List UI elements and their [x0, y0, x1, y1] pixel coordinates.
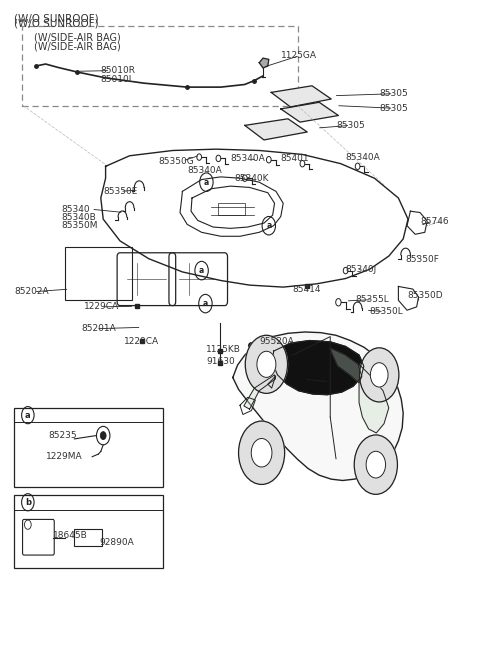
Circle shape — [245, 335, 288, 393]
Text: 85350F: 85350F — [406, 255, 440, 264]
Polygon shape — [273, 341, 364, 395]
Text: 85355L: 85355L — [355, 295, 389, 304]
Polygon shape — [281, 102, 338, 122]
Text: 85350M: 85350M — [61, 221, 98, 230]
Text: 85340A: 85340A — [187, 166, 222, 175]
Text: 1125GA: 1125GA — [281, 51, 317, 60]
Text: 85305: 85305 — [379, 89, 408, 98]
Bar — [65, 248, 132, 300]
Circle shape — [354, 435, 397, 494]
Text: a: a — [266, 221, 271, 230]
Polygon shape — [330, 348, 362, 383]
Text: a: a — [199, 266, 204, 275]
Polygon shape — [268, 376, 276, 388]
Circle shape — [360, 348, 399, 402]
Text: 85305: 85305 — [379, 104, 408, 113]
Polygon shape — [233, 332, 403, 480]
Circle shape — [257, 351, 276, 378]
Text: 18645B: 18645B — [53, 531, 87, 541]
Text: 85305: 85305 — [336, 121, 365, 130]
Text: b: b — [25, 498, 31, 507]
Text: 85340A: 85340A — [346, 152, 380, 162]
Text: 1229CA: 1229CA — [124, 337, 159, 346]
Text: (W/SIDE-AIR BAG): (W/SIDE-AIR BAG) — [34, 33, 120, 43]
Text: 91630: 91630 — [206, 357, 235, 366]
Circle shape — [366, 451, 385, 478]
Polygon shape — [244, 375, 276, 409]
Text: (W/SIDE-AIR BAG): (W/SIDE-AIR BAG) — [34, 41, 120, 51]
Text: 85401: 85401 — [281, 154, 310, 163]
Text: 85350G: 85350G — [158, 156, 194, 166]
Polygon shape — [271, 86, 331, 107]
Circle shape — [251, 438, 272, 467]
Text: 85340B: 85340B — [61, 213, 96, 222]
Text: 85350L: 85350L — [370, 307, 403, 316]
Text: 85340K: 85340K — [234, 174, 269, 183]
Text: 85350D: 85350D — [407, 291, 443, 300]
Bar — [14, 495, 163, 568]
Circle shape — [239, 421, 285, 484]
Text: 85010L: 85010L — [101, 75, 134, 84]
Text: 85340J: 85340J — [346, 265, 377, 274]
Text: 85010R: 85010R — [101, 66, 136, 75]
Bar — [218, 203, 245, 215]
Bar — [14, 408, 163, 487]
Text: (W/O SUNROOF): (W/O SUNROOF) — [14, 13, 99, 24]
Text: a: a — [203, 299, 208, 308]
Text: 85340: 85340 — [61, 205, 90, 214]
Text: 85350E: 85350E — [103, 187, 138, 196]
Text: a: a — [204, 178, 209, 187]
Text: 85746: 85746 — [420, 216, 449, 226]
Text: 1229MA: 1229MA — [46, 452, 82, 461]
Polygon shape — [245, 119, 307, 140]
Text: 85235: 85235 — [48, 431, 77, 440]
Text: 85201A: 85201A — [82, 324, 116, 333]
Text: 92890A: 92890A — [99, 538, 134, 547]
Text: 1229CA: 1229CA — [84, 302, 119, 312]
Polygon shape — [359, 364, 389, 433]
Circle shape — [100, 432, 106, 440]
Circle shape — [371, 363, 388, 387]
Bar — [22, 26, 298, 106]
Text: 1125KB: 1125KB — [206, 345, 241, 354]
Polygon shape — [259, 58, 269, 68]
Text: 85414: 85414 — [293, 284, 321, 294]
Text: 95520A: 95520A — [259, 337, 294, 346]
Text: 85340A: 85340A — [230, 154, 265, 163]
Text: 85202A: 85202A — [14, 287, 49, 296]
Bar — [74, 529, 102, 546]
Text: (W/O SUNROOF): (W/O SUNROOF) — [14, 18, 99, 28]
Text: a: a — [25, 411, 31, 420]
